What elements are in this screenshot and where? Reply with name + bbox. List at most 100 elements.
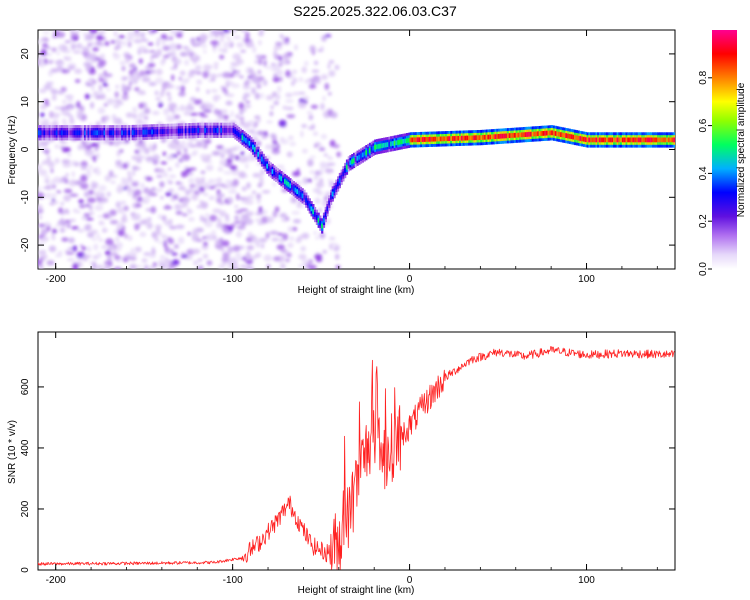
heatmap-cell (286, 114, 296, 119)
heatmap-cell (62, 118, 67, 123)
heatmap-cell (40, 237, 49, 242)
heatmap-cell (57, 130, 60, 136)
heatmap-cell (95, 193, 99, 199)
heatmap-cell (231, 83, 241, 89)
heatmap-cell (292, 91, 300, 96)
heatmap-cell (60, 202, 64, 206)
heatmap-cell (196, 43, 202, 46)
heatmap-cell (150, 192, 158, 197)
heatmap-cell (103, 197, 109, 203)
heatmap-cell (66, 223, 71, 229)
heatmap-cell (503, 133, 506, 139)
heatmap-cell (91, 84, 95, 92)
heatmap-cell (229, 65, 236, 71)
heatmap-cell (446, 136, 449, 142)
heatmap-cell (117, 130, 120, 136)
heatmap-cell (63, 194, 71, 202)
heatmap-cell (155, 97, 161, 101)
x-tick-label: -100 (223, 274, 243, 285)
heatmap-cell (167, 188, 175, 192)
heatmap-cell (134, 189, 142, 197)
heatmap-cell (232, 179, 239, 187)
heatmap-cell (223, 128, 226, 133)
heatmap-cell (235, 210, 243, 214)
heatmap-cell (179, 104, 185, 112)
heatmap-cell (252, 46, 257, 54)
heatmap-cell (68, 115, 74, 119)
heatmap-cell (241, 214, 249, 218)
heatmap-cell (285, 180, 288, 186)
heatmap-cell (257, 222, 265, 225)
heatmap-cell (155, 68, 163, 76)
x-tick-label: 100 (578, 575, 595, 586)
heatmap-cell (414, 137, 418, 143)
heatmap-cell (218, 117, 224, 121)
heatmap-cell (436, 136, 439, 142)
heatmap-cell (78, 264, 84, 268)
heatmap-cell (189, 96, 197, 102)
heatmap-cell (76, 130, 80, 136)
heatmap-cell (56, 62, 66, 66)
heatmap-cell (314, 253, 323, 260)
heatmap-cell (151, 187, 157, 191)
heatmap-cell (213, 128, 216, 133)
heatmap-cell (213, 184, 222, 187)
heatmap-cell (409, 137, 412, 143)
heatmap-cell (260, 156, 264, 162)
heatmap-cell (208, 195, 215, 201)
heatmap-cell (271, 148, 281, 155)
heatmap-cell (531, 131, 534, 137)
heatmap-cell (572, 134, 575, 140)
heatmap-cell (425, 137, 428, 142)
heatmap-cell (229, 128, 232, 133)
heatmap-cell (286, 151, 293, 158)
heatmap-cell (287, 226, 293, 233)
heatmap-cell (182, 200, 189, 208)
heatmap-cell (468, 135, 471, 141)
heatmap-cell (169, 42, 177, 50)
heatmap-cell (175, 107, 180, 112)
heatmap-cell (163, 129, 166, 134)
heatmap-cell (153, 51, 162, 57)
heatmap-cell (93, 243, 99, 251)
heatmap-cell (604, 137, 607, 143)
heatmap-cell (201, 44, 207, 49)
heatmap-cell (266, 120, 273, 124)
heatmap-cell (162, 151, 167, 156)
heatmap-cell (590, 137, 593, 143)
heatmap-cell (126, 185, 132, 193)
heatmap-cell (319, 232, 326, 239)
heatmap-cell (80, 244, 84, 247)
heatmap-cell (519, 132, 522, 138)
heatmap-cell (52, 116, 59, 120)
heatmap-cell (101, 245, 108, 249)
heatmap-cell (244, 199, 254, 205)
heatmap-cell (194, 177, 202, 183)
spectrogram-y-label: Frequency (Hz) (7, 116, 18, 185)
heatmap-cell (79, 182, 89, 190)
heatmap-cell (87, 42, 92, 47)
heatmap-cell (189, 184, 196, 188)
heatmap-cell (246, 182, 251, 189)
heatmap-cell (69, 193, 79, 197)
heatmap-cell (240, 49, 247, 53)
heatmap-cell (276, 244, 285, 250)
heatmap-cell (281, 218, 289, 222)
heatmap-cell (222, 87, 227, 92)
heatmap-cell (141, 77, 151, 83)
heatmap-cell (71, 32, 79, 38)
heatmap-cell (291, 81, 295, 86)
snr-axes: -200 -100 0 100 0 200 400 600 (20, 332, 675, 586)
heatmap-cell (285, 92, 293, 98)
heatmap-cell (172, 128, 175, 134)
heatmap-cell (549, 130, 552, 136)
heatmap-cell (639, 137, 642, 143)
heatmap-cell (294, 187, 297, 193)
heatmap-cell (234, 129, 237, 135)
heatmap-cell (79, 204, 86, 209)
heatmap-cell (597, 137, 600, 143)
heatmap-cell (63, 188, 73, 194)
heatmap-cell (160, 161, 168, 165)
heatmap-cell (249, 74, 255, 79)
heatmap-cell (104, 174, 112, 182)
